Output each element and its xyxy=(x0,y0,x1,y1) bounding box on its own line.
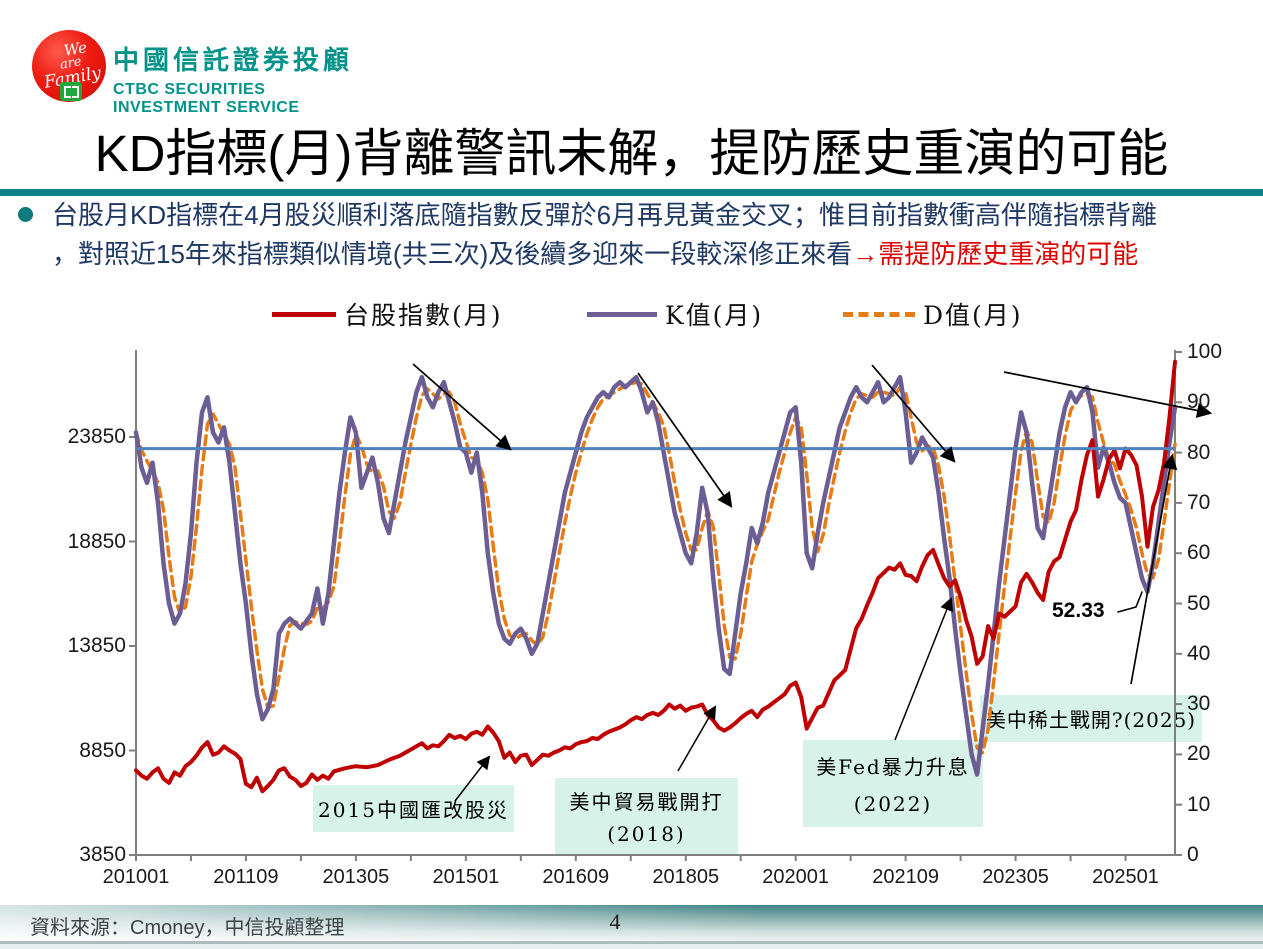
y-left-tick-label: 8850 xyxy=(79,738,126,762)
company-name-en: CTBC SECURITIES INVESTMENT SERVICE xyxy=(113,81,353,117)
y-right-tick-label: 30 xyxy=(1187,692,1211,716)
legend-swatch-k xyxy=(587,311,657,317)
annotation-2018-text: 美中貿易戰開打 xyxy=(569,789,724,814)
company-logo: We are Family 中國信託證券投顧 CTBC SECURITIES I… xyxy=(30,28,450,116)
ctbc-green-square-icon xyxy=(60,82,82,101)
annotation-2025-text: 美中稀土戰開?(2025) xyxy=(985,708,1197,732)
y-right-tick-label: 10 xyxy=(1187,792,1211,816)
y-left-tick-label: 13850 xyxy=(67,634,126,657)
company-name-en-line2: INVESTMENT SERVICE xyxy=(113,99,300,116)
footer-source-text: 資料來源：Cmoney，中信投顧整理 xyxy=(30,917,345,939)
bullet-line-1: 台股月KD指標在4月股災順利落底隨指數反彈於6月再見黃金交叉；惟目前指數衝高伴隨… xyxy=(52,200,1158,230)
y-right-tick-label: 80 xyxy=(1187,440,1211,464)
ctbc-mark-left xyxy=(63,85,71,98)
annotation-2015-box: 2015中國匯改股災 xyxy=(313,785,514,832)
legend-label-d: D值(月) xyxy=(923,301,1023,330)
bullet-text: 台股月KD指標在4月股災順利落底隨指數反彈於6月再見黃金交叉；惟目前指數衝高伴隨… xyxy=(52,196,1257,274)
x-tick-label: 201305 xyxy=(322,866,390,888)
legend-label-taiex: 台股指數(月) xyxy=(344,301,503,330)
bullet-line-2: ，對照近15年來指標類似情境(共三次)及後續多迎來一段較深修正來看→需提防歷史重… xyxy=(52,235,1257,274)
company-name-zh: 中國信託證券投顧 xyxy=(113,45,354,75)
footer-page-number: 4 xyxy=(609,909,621,934)
y-right-tick-label: 60 xyxy=(1187,541,1211,565)
y-right-tick-label: 90 xyxy=(1187,390,1211,414)
annotation-2018-year: (2018) xyxy=(607,822,686,847)
legend-swatch-d xyxy=(843,311,915,317)
bullet-line-2-main: ，對照近15年來指標類似情境(共三次)及後續多迎來一段較深修正來看 xyxy=(52,239,853,269)
y-right-tick-label: 40 xyxy=(1187,641,1211,665)
legend-item-taiex: 台股指數(月) xyxy=(272,300,503,330)
legend-item-d: D值(月) xyxy=(843,300,1023,330)
footer-bottom-line xyxy=(0,941,1263,944)
company-name-block: 中國信託證券投顧 CTBC SECURITIES INVESTMENT SERV… xyxy=(113,40,353,117)
y-right-tick-label: 100 xyxy=(1187,340,1223,363)
x-tick-label: 202501 xyxy=(1092,866,1159,888)
x-tick-label: 202109 xyxy=(872,866,939,888)
x-tick-label: 201001 xyxy=(102,866,170,888)
y-right-tick-label: 20 xyxy=(1187,742,1211,766)
footer-band xyxy=(0,905,1263,941)
bullet-line-2-highlight: →需提防歷史重演的可能 xyxy=(852,239,1139,269)
x-tick-label: 201109 xyxy=(213,866,279,888)
y-left-tick-label: 18850 xyxy=(67,529,126,553)
legend-label-k: K值(月) xyxy=(665,301,764,330)
x-tick-label: 201609 xyxy=(542,866,610,888)
company-name-en-line1: CTBC SECURITIES xyxy=(113,81,266,98)
annotation-2022-text: 美Fed暴力升息 xyxy=(816,755,970,780)
y-left-tick-label: 3850 xyxy=(79,843,126,866)
annotation-2025-box: 美中稀土戰開?(2025) xyxy=(980,695,1202,742)
logo-red-circle-icon: We are Family xyxy=(32,30,106,102)
legend-swatch-taiex xyxy=(272,311,336,317)
y-right-tick-label: 50 xyxy=(1187,591,1211,615)
x-tick-label: 201501 xyxy=(432,866,500,888)
page-title: KD指標(月)背離警訊未解，提防歷史重演的可能 xyxy=(94,125,1169,182)
annotation-2018-box: 美中貿易戰開打 (2018) xyxy=(555,778,738,854)
x-tick-label: 202001 xyxy=(762,866,830,888)
k-latest-value-label: 52.33 xyxy=(1052,599,1105,622)
annotation-2022-box: 美Fed暴力升息 (2022) xyxy=(803,740,983,827)
y-left-tick-label: 23850 xyxy=(67,425,126,448)
y-right-tick-label: 70 xyxy=(1187,490,1211,514)
x-tick-label: 202305 xyxy=(982,866,1049,888)
y-right-tick-label: 0 xyxy=(1187,843,1199,866)
annotation-2022-year: (2022) xyxy=(853,791,933,816)
x-tick-label: 201805 xyxy=(652,866,720,888)
legend-item-k: K值(月) xyxy=(587,300,763,330)
ctbc-mark-right xyxy=(71,85,79,98)
title-divider-bar xyxy=(0,189,1263,196)
annotation-2015-text: 2015中國匯改股災 xyxy=(318,798,509,822)
bullet-dot-icon xyxy=(18,207,33,222)
footer-bottom-gap xyxy=(0,944,1263,949)
